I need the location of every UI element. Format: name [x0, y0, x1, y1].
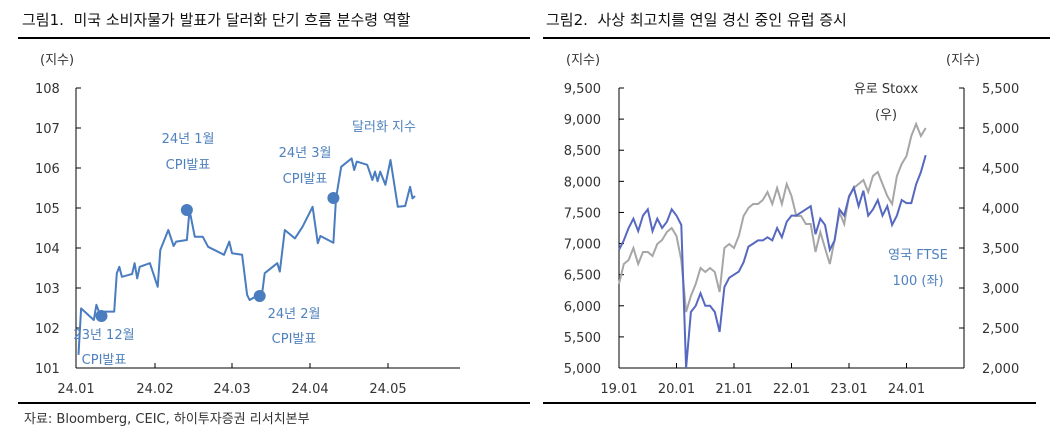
- cpi-release-marker: [95, 310, 108, 322]
- euro-stoxx-label: (우): [875, 108, 897, 123]
- figure2-top-rule: [543, 37, 1050, 39]
- x-tick-label: 19.01: [600, 382, 637, 397]
- figure1-bottom-rule: [18, 402, 530, 404]
- left-y-tick-label: 8,000: [564, 175, 601, 190]
- x-tick-label: 24.03: [213, 382, 250, 397]
- y-tick-label: 101: [35, 362, 60, 377]
- x-tick-label: 24.02: [136, 382, 173, 397]
- y-tick-label: 103: [35, 282, 60, 297]
- y-tick-label: 106: [35, 162, 60, 177]
- left-y-tick-label: 7,500: [564, 206, 601, 221]
- x-tick-label: 24.05: [369, 382, 406, 397]
- cpi-annotation-label: 23년 12월: [73, 328, 134, 343]
- ftse-label: 영국 FTSE: [888, 248, 948, 263]
- x-tick-label: 22.01: [773, 382, 810, 397]
- cpi-annotation-label: 24년 2월: [268, 307, 321, 322]
- cpi-annotation-label: 24년 3월: [279, 146, 332, 161]
- y-tick-label: 105: [35, 202, 60, 217]
- x-tick-label: 21.01: [715, 382, 752, 397]
- y-tick-label: 104: [35, 242, 60, 257]
- y-axis-unit: (지수): [40, 53, 74, 68]
- right-y-tick-label: 5,000: [982, 122, 1019, 137]
- x-tick-label: 24.04: [291, 382, 328, 397]
- euro-stoxx-label: 유로 Stoxx: [854, 82, 919, 97]
- x-tick-label: 24.01: [57, 382, 94, 397]
- right-y-tick-label: 3,000: [982, 282, 1019, 297]
- figure2-bottom-rule: [543, 402, 1036, 404]
- right-y-axis-unit: (지수): [946, 53, 980, 68]
- left-y-tick-label: 5,500: [564, 331, 601, 346]
- cpi-annotation-label: CPI발표: [82, 353, 127, 368]
- left-y-axis-unit: (지수): [566, 53, 600, 68]
- right-y-tick-label: 3,500: [982, 242, 1019, 257]
- y-tick-label: 107: [35, 122, 60, 137]
- left-y-tick-label: 6,500: [564, 269, 601, 284]
- y-tick-label: 108: [35, 82, 60, 97]
- cpi-annotation-label: CPI발표: [166, 158, 211, 173]
- x-tick-label: 24.01: [888, 382, 925, 397]
- x-tick-label: 23.01: [830, 382, 867, 397]
- left-y-tick-label: 8,500: [564, 144, 601, 159]
- right-y-tick-label: 4,500: [982, 162, 1019, 177]
- cpi-annotation-label: 24년 1월: [162, 132, 215, 147]
- cpi-release-marker: [180, 204, 193, 216]
- euro-stoxx-line: [618, 121, 927, 313]
- figure2-title: 그림2. 사상 최고치를 연일 경신 중인 유럽 증시: [546, 11, 847, 29]
- right-y-tick-label: 5,500: [982, 82, 1019, 97]
- figure1-title: 그림1. 미국 소비자물가 발표가 달러화 단기 흐름 분수령 역할: [22, 11, 411, 29]
- left-y-tick-label: 7,000: [564, 238, 601, 253]
- left-y-tick-label: 5,000: [564, 362, 601, 377]
- ftse-100-line: [618, 154, 927, 369]
- right-y-tick-label: 2,000: [982, 362, 1019, 377]
- left-y-tick-label: 6,000: [564, 300, 601, 315]
- cpi-release-marker: [253, 290, 266, 302]
- right-y-tick-label: 2,500: [982, 322, 1019, 337]
- cpi-annotation-label: CPI발표: [283, 172, 328, 187]
- x-tick-label: 20.01: [658, 382, 695, 397]
- ftse-label: 100 (좌): [892, 274, 943, 289]
- dollar-index-line: [77, 157, 416, 355]
- left-y-tick-label: 9,500: [564, 82, 601, 97]
- cpi-annotation-label: CPI발표: [272, 332, 317, 347]
- left-y-tick-label: 9,000: [564, 113, 601, 128]
- right-y-tick-label: 4,000: [982, 202, 1019, 217]
- cpi-release-marker: [327, 192, 340, 204]
- series-label: 달러화 지수: [352, 120, 416, 135]
- y-tick-label: 102: [35, 322, 60, 337]
- figure1-top-rule: [18, 37, 530, 39]
